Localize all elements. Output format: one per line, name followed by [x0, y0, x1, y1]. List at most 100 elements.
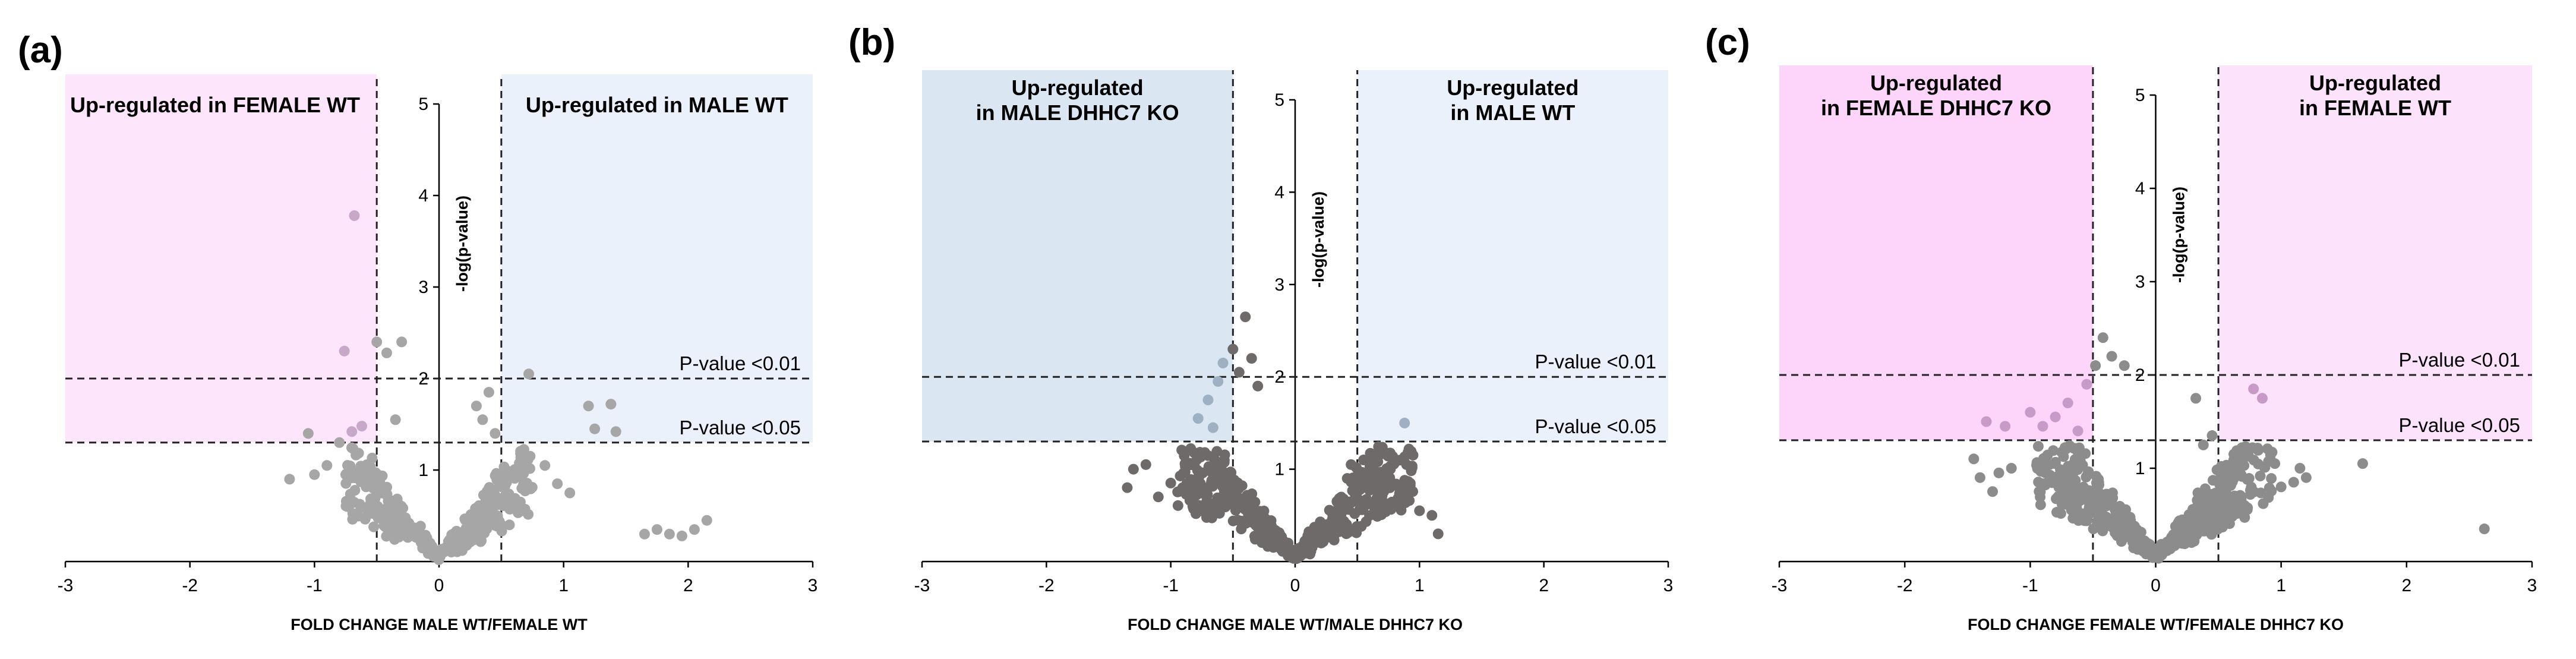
- data-point: [552, 478, 563, 490]
- data-point: [1220, 484, 1231, 496]
- data-point: [465, 537, 476, 548]
- threshold-label: P-value <0.05: [679, 417, 801, 439]
- data-point: [2300, 472, 2312, 483]
- y-tick-label: 5: [1274, 90, 1284, 110]
- data-point: [1341, 473, 1353, 484]
- region-label-right: in MALE WT: [1450, 100, 1575, 125]
- data-point: [1232, 477, 1243, 488]
- data-point: [2248, 486, 2259, 497]
- data-point-significant: [1207, 422, 1218, 433]
- region-left-shading: [922, 70, 1233, 442]
- data-point: [352, 510, 364, 522]
- y-tick-label: 4: [1274, 182, 1284, 202]
- data-point: [689, 524, 700, 535]
- data-point: [2217, 522, 2228, 533]
- data-point-significant: [1213, 376, 1224, 387]
- data-point: [2119, 360, 2130, 371]
- data-point: [2206, 529, 2217, 540]
- data-point: [1355, 469, 1366, 480]
- data-point: [2206, 430, 2218, 442]
- data-point: [2038, 478, 2050, 490]
- data-point: [405, 529, 416, 540]
- data-point: [1338, 493, 1349, 505]
- y-tick-label: 5: [418, 94, 428, 114]
- x-tick-label: -2: [1038, 576, 1055, 595]
- data-point: [2174, 526, 2185, 538]
- data-point: [2066, 505, 2077, 516]
- data-point: [2262, 443, 2273, 455]
- data-point: [421, 532, 433, 544]
- data-point: [1227, 515, 1239, 526]
- region-label-right: Up-regulated in MALE WT: [526, 93, 788, 117]
- data-point: [384, 524, 395, 535]
- data-point: [639, 528, 650, 540]
- region-right-shading: [1357, 70, 1668, 442]
- data-point: [1974, 472, 1985, 483]
- data-point-significant: [2072, 425, 2083, 437]
- data-point: [664, 528, 675, 540]
- y-axis-title: -log(p-value): [453, 196, 471, 292]
- data-point: [2006, 463, 2017, 474]
- data-point: [1426, 510, 1438, 521]
- region-label-right: in FEMALE WT: [2299, 96, 2451, 120]
- data-point: [2243, 473, 2255, 484]
- data-point: [1227, 343, 1239, 355]
- data-point: [2116, 535, 2127, 546]
- data-point: [1230, 497, 1242, 509]
- data-point: [2093, 474, 2104, 485]
- data-point: [477, 414, 488, 425]
- data-point: [1328, 529, 1339, 541]
- data-point: [1404, 478, 1416, 489]
- data-point: [1386, 496, 1397, 507]
- data-point: [1128, 463, 1139, 475]
- data-point: [2166, 536, 2177, 547]
- data-point: [1364, 468, 1375, 480]
- data-point: [302, 428, 314, 439]
- data-point: [390, 414, 401, 425]
- data-point: [1380, 474, 1391, 485]
- data-point: [2115, 512, 2126, 523]
- x-axis-title: FOLD CHANGE FEMALE WT/FEMALE DHHC7 KO: [1968, 616, 2344, 633]
- data-point: [2231, 495, 2242, 506]
- data-point: [483, 484, 494, 495]
- x-tick-label: 1: [1415, 576, 1425, 595]
- data-point: [2088, 494, 2099, 505]
- data-point: [1987, 486, 1998, 497]
- y-axis-title: -log(p-value): [2170, 187, 2188, 283]
- data-point: [1172, 500, 1183, 511]
- data-point-significant: [2050, 411, 2061, 422]
- data-point: [436, 545, 447, 556]
- data-point-significant: [2248, 383, 2259, 395]
- data-point-significant: [2256, 393, 2268, 404]
- data-point: [471, 401, 482, 412]
- region-right-shading: [501, 74, 813, 443]
- data-point-significant: [1981, 416, 1992, 427]
- x-tick-label: 0: [2151, 576, 2161, 595]
- data-point: [1122, 482, 1133, 493]
- data-point: [345, 488, 356, 500]
- data-point: [1204, 502, 1216, 513]
- data-point: [2215, 461, 2227, 472]
- data-point: [365, 504, 376, 515]
- data-point: [589, 423, 601, 434]
- data-point: [2225, 468, 2236, 480]
- data-point: [2205, 514, 2217, 525]
- data-point: [1381, 447, 1393, 459]
- x-tick-label: 1: [2276, 576, 2286, 595]
- data-point: [2125, 515, 2136, 526]
- data-point: [1191, 449, 1202, 461]
- data-point: [2266, 473, 2277, 484]
- data-point: [1216, 461, 1227, 472]
- data-point: [2207, 475, 2218, 486]
- x-tick-label: 1: [558, 576, 569, 595]
- data-point-significant: [2000, 421, 2011, 432]
- data-point: [450, 527, 462, 538]
- y-axis-title: -log(p-value): [1309, 191, 1327, 288]
- x-tick-label: 0: [434, 576, 444, 595]
- data-point: [651, 524, 662, 535]
- data-point: [2206, 502, 2217, 513]
- data-point: [2079, 515, 2090, 526]
- data-point: [1233, 367, 1245, 378]
